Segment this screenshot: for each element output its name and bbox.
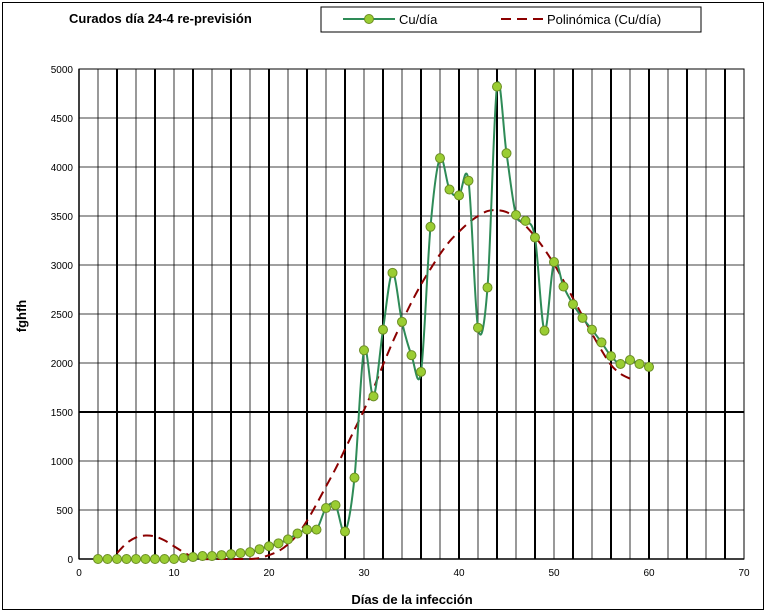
data-point bbox=[235, 548, 246, 559]
data-point bbox=[501, 148, 512, 159]
y-tick-label: 5000 bbox=[51, 65, 74, 76]
data-point bbox=[273, 538, 284, 549]
legend-series-label: Cu/día bbox=[399, 12, 438, 27]
data-point bbox=[596, 337, 607, 348]
data-point bbox=[321, 503, 331, 514]
y-tick-label: 2000 bbox=[51, 359, 74, 370]
data-point bbox=[454, 190, 464, 201]
data-point bbox=[587, 324, 597, 335]
data-point bbox=[511, 210, 521, 221]
data-point bbox=[378, 324, 388, 335]
data-point bbox=[549, 257, 559, 268]
data-point bbox=[644, 361, 654, 372]
data-point bbox=[397, 316, 407, 327]
x-tick-label: 40 bbox=[453, 568, 465, 579]
data-point bbox=[102, 554, 113, 564]
data-point bbox=[359, 345, 369, 356]
data-point bbox=[625, 355, 635, 366]
data-point bbox=[416, 366, 426, 377]
data-point bbox=[178, 553, 189, 564]
data-point bbox=[520, 215, 531, 226]
data-point bbox=[473, 322, 483, 333]
data-point bbox=[606, 351, 616, 362]
data-point bbox=[283, 534, 293, 545]
data-point bbox=[264, 541, 274, 552]
y-tick-label: 4000 bbox=[51, 163, 74, 174]
data-point bbox=[530, 232, 540, 243]
data-point bbox=[463, 175, 474, 186]
data-point bbox=[112, 554, 122, 564]
x-tick-label: 30 bbox=[358, 568, 370, 579]
legend-series-marker bbox=[364, 14, 374, 24]
data-point bbox=[435, 153, 445, 164]
y-axis-label: fghfh bbox=[14, 300, 29, 333]
data-point bbox=[492, 81, 502, 92]
x-tick-label: 10 bbox=[168, 568, 180, 579]
data-point bbox=[577, 312, 588, 323]
y-tick-label: 4500 bbox=[51, 114, 74, 125]
data-point bbox=[207, 551, 217, 562]
legend: Cu/día Polinómica (Cu/día) bbox=[320, 6, 702, 33]
data-point bbox=[159, 554, 170, 564]
data-point bbox=[425, 221, 436, 232]
data-point bbox=[188, 552, 198, 563]
data-point bbox=[368, 391, 379, 402]
data-point bbox=[150, 554, 160, 564]
data-point bbox=[131, 554, 141, 564]
grid-lines bbox=[78, 68, 744, 560]
data-point bbox=[539, 325, 550, 336]
y-tick-label: 0 bbox=[67, 555, 73, 566]
data-point bbox=[615, 358, 626, 369]
y-tick-label: 3500 bbox=[51, 212, 74, 223]
data-point bbox=[406, 350, 417, 361]
axis-ticks: 0500100015002000250030003500400045005000… bbox=[51, 65, 750, 579]
data-point bbox=[254, 544, 265, 555]
legend-trend-label: Polinómica (Cu/día) bbox=[547, 12, 661, 27]
chart-title: Curados día 24-4 re-previsión bbox=[69, 11, 252, 26]
main-series bbox=[93, 81, 654, 564]
data-point bbox=[216, 550, 227, 561]
data-point bbox=[558, 281, 569, 292]
data-point bbox=[311, 524, 322, 535]
y-tick-label: 3000 bbox=[51, 261, 74, 272]
data-point bbox=[302, 524, 312, 535]
data-point bbox=[197, 551, 208, 562]
data-point bbox=[292, 528, 303, 539]
chart: 0500100015002000250030003500400045005000… bbox=[14, 6, 750, 607]
data-point bbox=[330, 500, 341, 511]
y-tick-label: 1000 bbox=[51, 457, 74, 468]
x-tick-label: 20 bbox=[263, 568, 275, 579]
x-tick-label: 70 bbox=[738, 568, 750, 579]
x-tick-label: 50 bbox=[548, 568, 560, 579]
data-point bbox=[93, 554, 103, 564]
y-tick-label: 2500 bbox=[51, 310, 74, 321]
data-point bbox=[349, 472, 360, 483]
data-point bbox=[444, 184, 455, 195]
x-tick-label: 60 bbox=[643, 568, 655, 579]
data-point bbox=[140, 554, 151, 564]
data-point bbox=[169, 554, 179, 564]
data-point bbox=[121, 554, 132, 564]
x-tick-label: 0 bbox=[76, 568, 82, 579]
data-point bbox=[226, 549, 236, 560]
data-point bbox=[634, 358, 645, 369]
x-axis-label: Días de la infección bbox=[351, 592, 472, 607]
data-point bbox=[387, 267, 398, 278]
data-point bbox=[482, 282, 493, 293]
data-point bbox=[568, 299, 578, 310]
y-tick-label: 1500 bbox=[51, 408, 74, 419]
data-point bbox=[340, 526, 350, 537]
y-tick-label: 500 bbox=[56, 506, 73, 517]
data-point bbox=[245, 547, 255, 558]
